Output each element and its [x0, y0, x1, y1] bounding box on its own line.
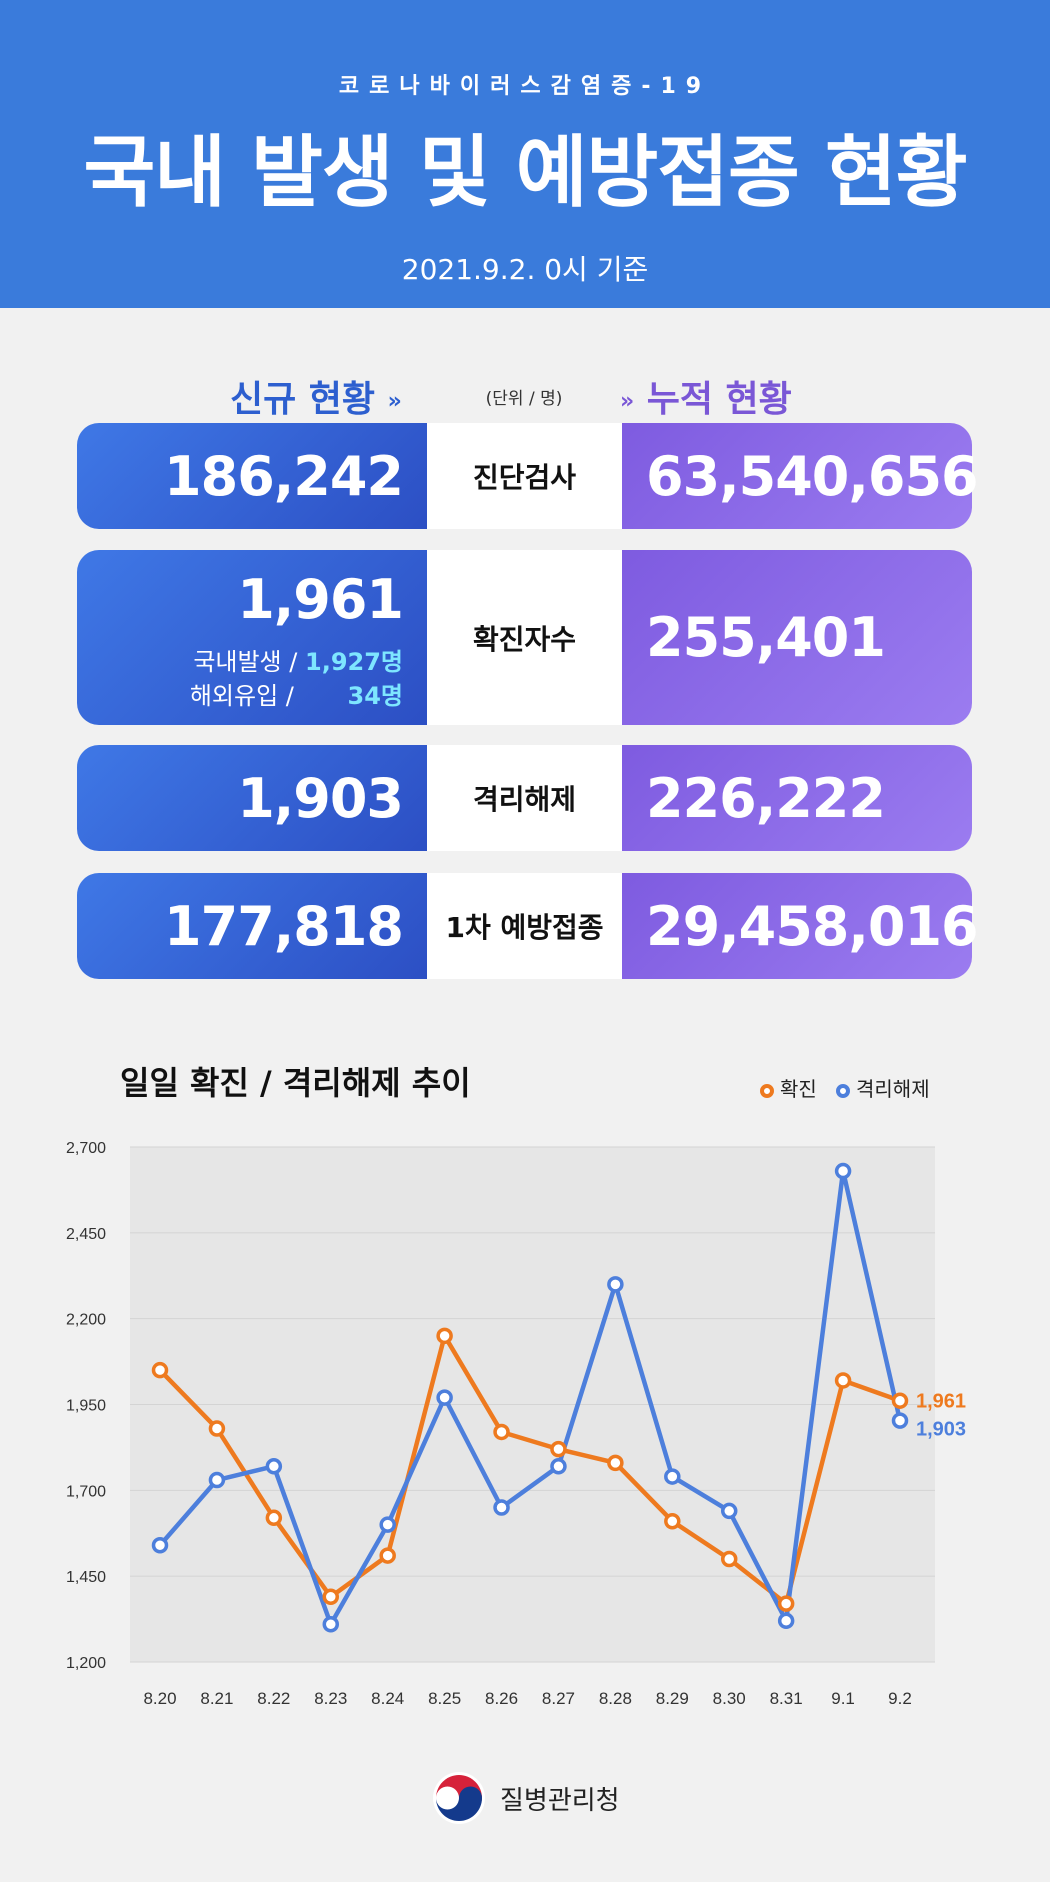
line-chart: 1,200 1,450 1,700 1,950 2,200 2,450 2,700 8.20 8… [66, 1140, 966, 1708]
cumulative-tests-card: 63,540,656 [622, 423, 979, 529]
x-tick-label: 8.31 [770, 1689, 803, 1708]
data-point [379, 1547, 396, 1564]
series-line-0 [158, 1333, 901, 1606]
cumulative-status-label: » 누적 현황 [620, 379, 792, 420]
cumulative-released-value: 226,222 [646, 767, 886, 830]
y-tick-label: 1,450 [66, 1569, 106, 1586]
data-point [834, 1372, 852, 1389]
new-vaccination-value: 177,818 [164, 895, 404, 958]
x-tick-label: 8.30 [713, 1689, 746, 1708]
header-subtitle: 코로나바이러스감염증-19 [338, 74, 712, 99]
new-tests-card: 186,242 [77, 423, 427, 529]
x-tick-label: 8.29 [656, 1689, 689, 1708]
new-tests-value: 186,242 [164, 445, 404, 508]
legend-confirmed-marker-icon [760, 1083, 774, 1098]
x-tick-label: 8.23 [314, 1689, 347, 1708]
data-point [322, 1588, 340, 1606]
chart-title: 일일 확진 / 격리해제 추이 [120, 1064, 471, 1102]
reference-date: 2021.9.2. 0시 기준 [401, 253, 649, 286]
new-confirmed-card: 1,961 국내발생 / 1,927명 해외유입 / 34명 [77, 550, 427, 725]
data-point [265, 1509, 283, 1527]
data-point [493, 1423, 510, 1441]
x-tick-label: 8.21 [200, 1689, 233, 1708]
cumulative-confirmed-value: 255,401 [646, 606, 886, 669]
footer: 질병관리청 [432, 1770, 620, 1826]
government-emblem-icon [433, 1772, 485, 1824]
header-banner: 코로나바이러스감염증-19 국내 발생 및 예방접종 현황 2021.9.2. … [0, 0, 1050, 308]
y-tick-label: 2,200 [66, 1312, 106, 1329]
row-label-confirmed: 확진자수 [427, 550, 622, 725]
x-tick-label: 8.25 [428, 1689, 461, 1708]
legend-released-marker-icon [836, 1083, 850, 1098]
data-point [607, 1276, 624, 1293]
y-tick-label: 1,950 [66, 1398, 106, 1415]
x-tick-label: 8.27 [542, 1689, 575, 1708]
row-label-vaccination: 1차 예방접종 [427, 873, 622, 979]
data-point [493, 1499, 510, 1516]
data-point [834, 1162, 852, 1180]
cumulative-released-card: 226,222 [622, 745, 972, 851]
data-point [550, 1458, 567, 1475]
data-point [550, 1440, 567, 1458]
data-point [720, 1502, 738, 1520]
new-released-value: 1,903 [237, 767, 404, 830]
x-tick-label: 8.24 [371, 1689, 404, 1708]
data-point [664, 1512, 681, 1530]
cumulative-confirmed-card: 255,401 [622, 550, 972, 725]
data-point [777, 1595, 795, 1612]
data-point [607, 1454, 624, 1472]
data-point [151, 1537, 169, 1554]
series-line-1 [158, 1168, 903, 1627]
x-tick-label: 8.22 [257, 1689, 290, 1708]
data-point [436, 1327, 453, 1345]
page-title: 국내 발생 및 예방접종 현황 [83, 128, 968, 218]
chevron-double-down-icon: » [620, 388, 635, 414]
data-point [379, 1516, 396, 1533]
legend-released: 격리해제 [836, 1073, 930, 1102]
x-tick-label: 8.28 [599, 1689, 632, 1708]
y-tick-label: 1,200 [66, 1655, 106, 1672]
cumulative-tests-value: 63,540,656 [646, 445, 979, 508]
data-point [208, 1420, 226, 1437]
agency-name: 질병관리청 [500, 1785, 620, 1816]
data-point [436, 1389, 453, 1406]
data-point [322, 1615, 340, 1633]
domestic-breakdown: 국내발생 / 1,927명 [193, 648, 403, 676]
cumulative-vaccination-card: 29,458,016 [622, 873, 979, 979]
chevron-double-down-icon: » [387, 388, 402, 414]
new-confirmed-value: 1,961 [237, 568, 404, 631]
new-released-card: 1,903 [77, 745, 427, 851]
imported-breakdown: 해외유입 / 34명 [189, 682, 403, 710]
end-value-label: 1,961 [916, 1391, 966, 1413]
data-point [208, 1471, 226, 1489]
data-point [891, 1392, 909, 1409]
data-point [891, 1412, 909, 1429]
x-tick-label: 9.1 [831, 1689, 855, 1708]
data-point [265, 1458, 283, 1475]
x-tick-label: 9.2 [888, 1689, 912, 1708]
x-tick-label: 8.20 [143, 1689, 176, 1708]
legend-confirmed: 확진 [760, 1073, 817, 1102]
data-point [151, 1361, 169, 1379]
y-tick-label: 1,700 [66, 1483, 106, 1500]
row-label-tests: 진단검사 [427, 423, 622, 529]
row-label-released: 격리해제 [427, 745, 622, 851]
y-tick-label: 2,700 [66, 1140, 106, 1157]
x-tick-label: 8.26 [485, 1689, 518, 1708]
end-value-label: 1,903 [916, 1419, 966, 1441]
data-point [777, 1612, 795, 1630]
cumulative-vaccination-value: 29,458,016 [646, 895, 979, 958]
data-point [664, 1468, 681, 1485]
data-point [720, 1550, 738, 1568]
new-vaccination-card: 177,818 [77, 873, 427, 979]
y-tick-label: 2,450 [66, 1226, 106, 1243]
new-status-label: 신규 현황 » [230, 379, 402, 420]
unit-label: (단위 / 명) [485, 389, 563, 409]
